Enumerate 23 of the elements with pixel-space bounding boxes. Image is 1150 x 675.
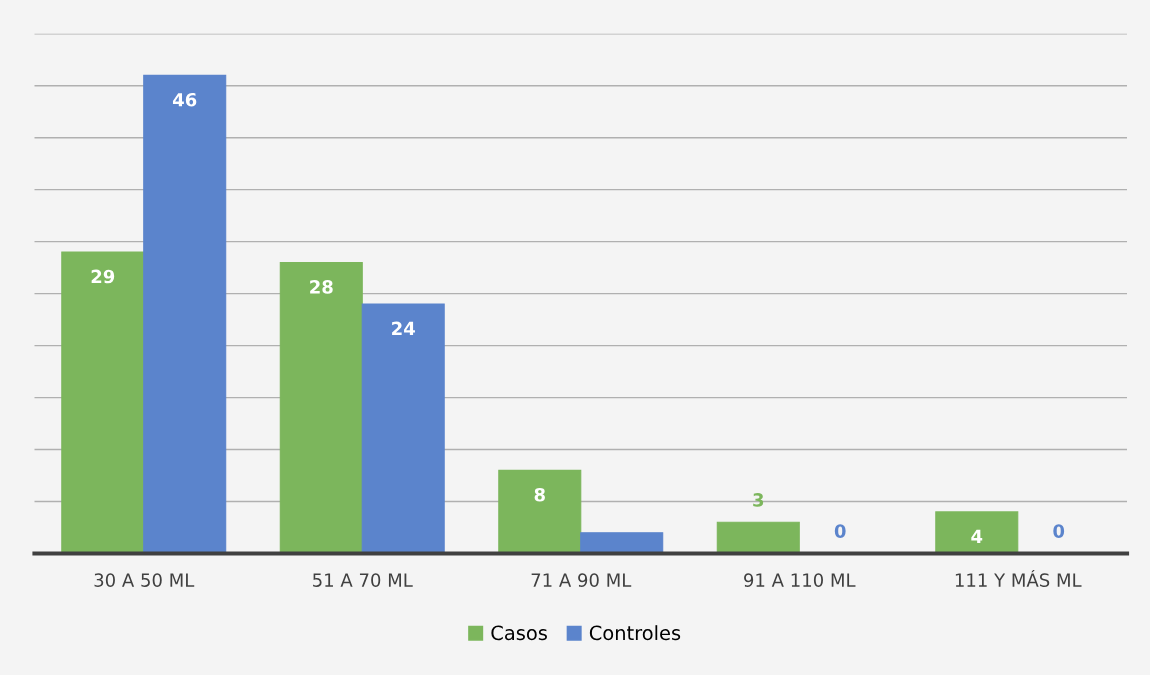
bar (279, 261, 363, 554)
x-tick-label: 91 A 110 ML (744, 573, 856, 587)
bar (143, 74, 227, 554)
legend-label: Casos (491, 625, 547, 641)
data-label: 24 (392, 321, 415, 335)
x-tick-label: 111 Y MÁS ML (955, 569, 1082, 587)
data-label: 29 (91, 269, 115, 284)
data-label: 46 (172, 92, 197, 107)
x-tick-label: 71 A 90 ML (531, 573, 632, 587)
bar (498, 469, 582, 554)
data-label: 0 (834, 524, 846, 538)
data-label: 4 (971, 529, 983, 543)
data-label: 3 (753, 493, 764, 507)
bar (716, 521, 800, 554)
x-tick-label: 30 A 50 ML (94, 573, 195, 587)
legend-label: Controles (589, 625, 681, 641)
bar (935, 511, 1019, 554)
data-label: 28 (310, 280, 333, 294)
data-label: 8 (534, 487, 545, 502)
bar (361, 303, 445, 554)
data-label: 0 (1053, 524, 1065, 538)
x-tick-label: 51 A 70 ML (313, 573, 413, 587)
bar (61, 251, 145, 554)
